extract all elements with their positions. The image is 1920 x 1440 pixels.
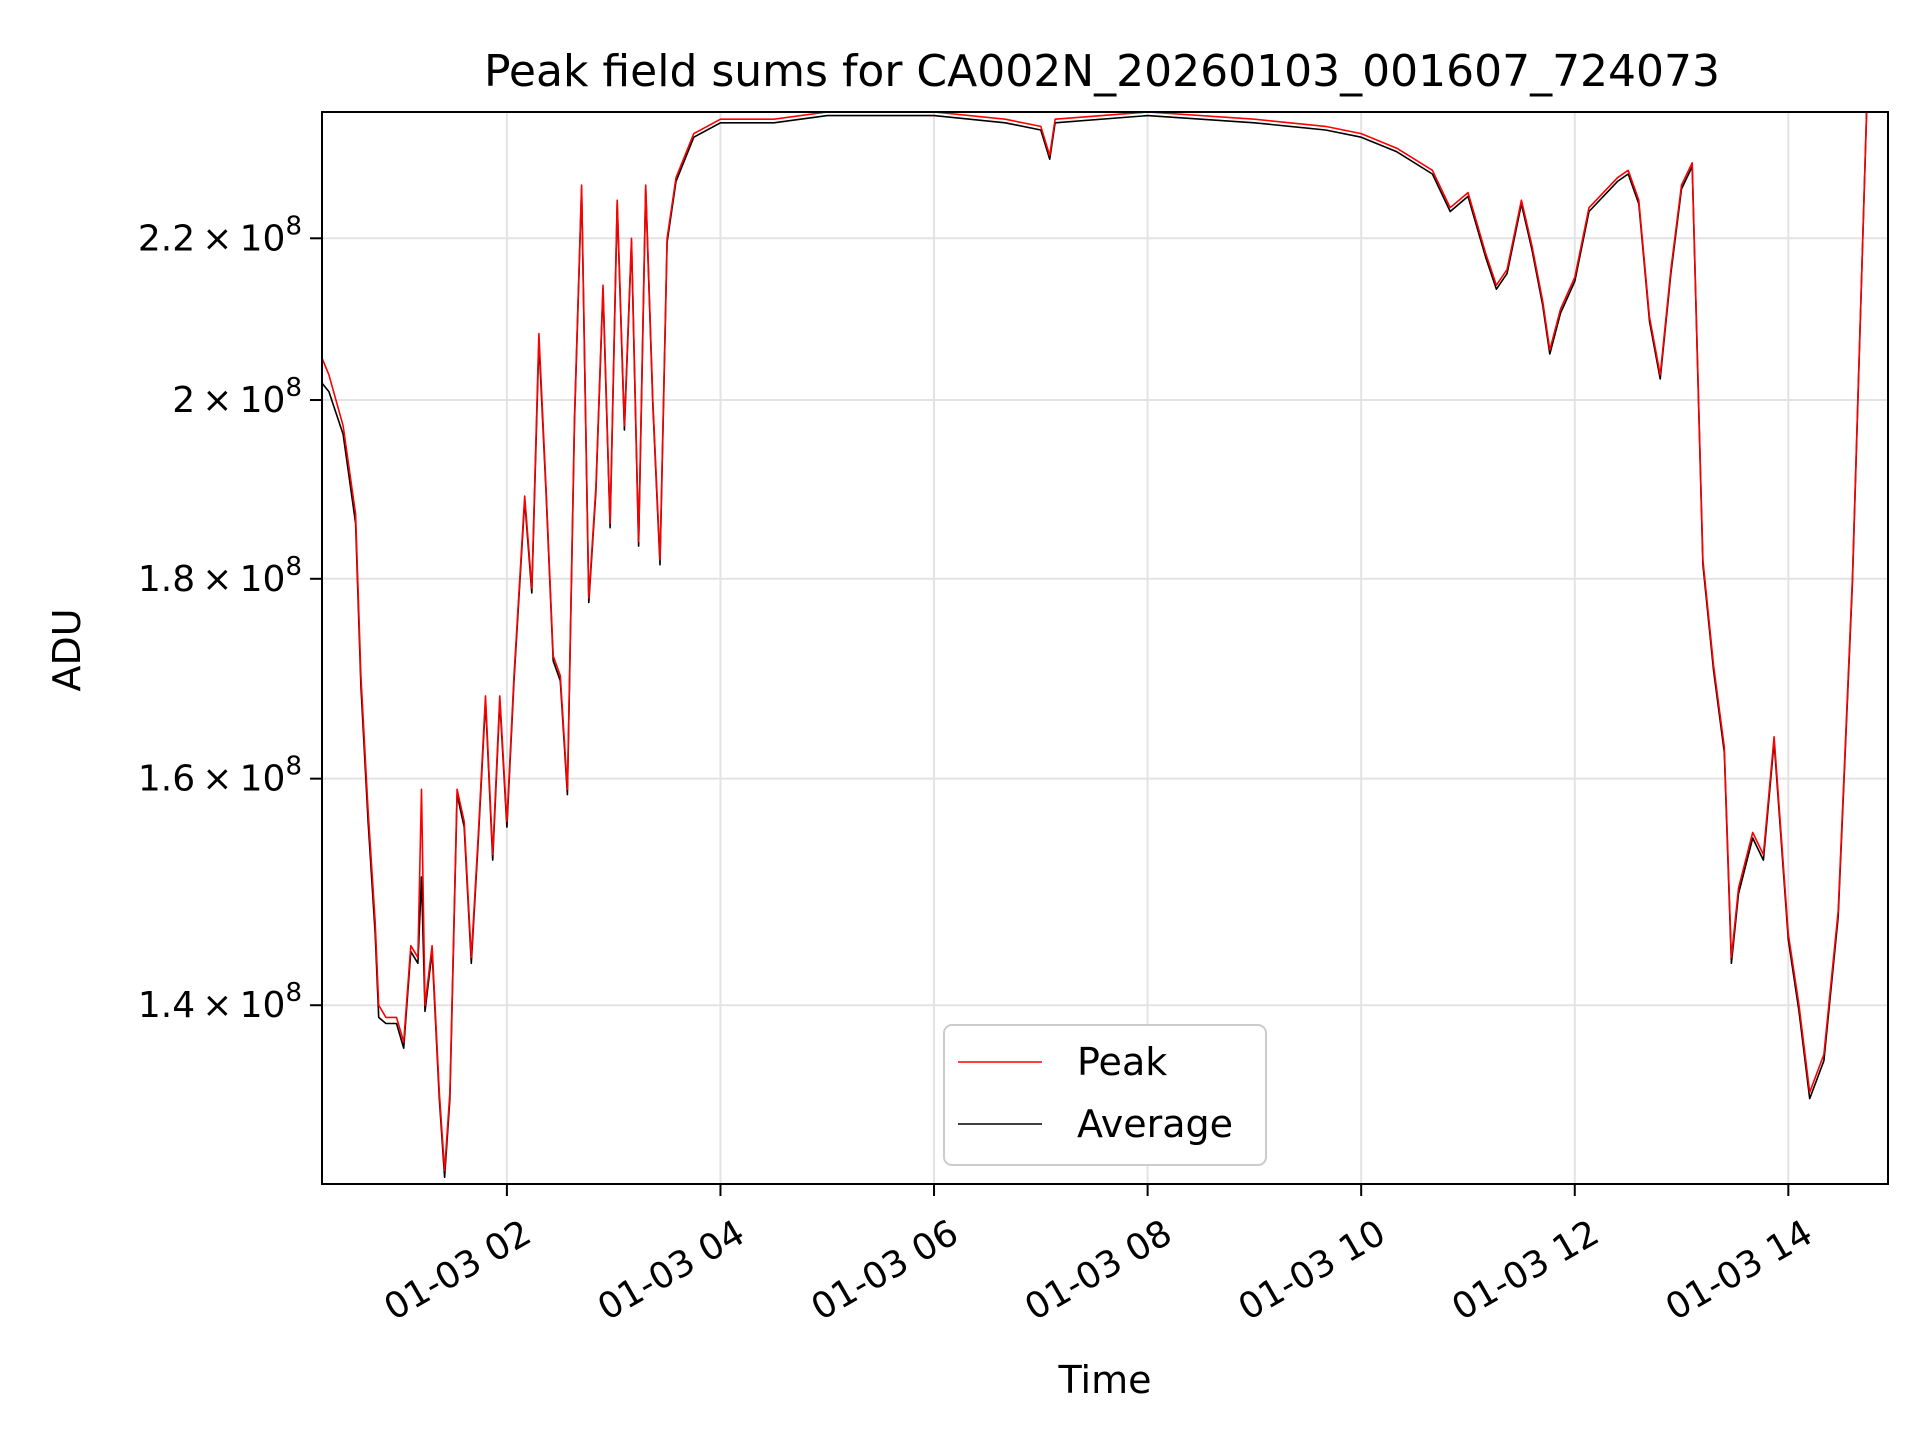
y-tick-label-4: 2.2 × 108	[138, 211, 302, 259]
plot-frame	[321, 111, 1889, 1185]
series-line-average	[322, 112, 1868, 1179]
y-tick-label-2: 1.8 × 108	[138, 552, 302, 600]
x-tick-label-4: 01-03 10	[1232, 1212, 1393, 1328]
x-tick-label-1: 01-03 04	[591, 1212, 752, 1328]
legend: Peak Average	[943, 1024, 1267, 1166]
x-tick-label-3: 01-03 08	[1018, 1212, 1179, 1328]
y-axis-label: ADU	[45, 608, 89, 691]
grid	[322, 112, 1888, 1184]
legend-label-peak: Peak	[1077, 1040, 1167, 1084]
series-line-peak	[322, 112, 1868, 1172]
y-axis: 1.4 × 108 1.6 × 108 1.8 × 108 2 × 108 2.2 × …	[138, 211, 322, 1026]
legend-box	[943, 1024, 1267, 1166]
y-tick-label-1: 1.6 × 108	[138, 752, 302, 800]
series-layer	[322, 112, 1868, 1179]
x-tick-label-5: 01-03 12	[1445, 1212, 1606, 1328]
chart-title: Peak field sums for CA002N_20260103_0016…	[484, 46, 1720, 97]
x-axis: 01-03 02 01-03 04 01-03 06 01-03 08 01-03 10…	[378, 1184, 1820, 1329]
x-tick-label-0: 01-03 02	[378, 1212, 539, 1328]
y-tick-label-3: 2 × 108	[172, 373, 302, 421]
x-tick-label-6: 01-03 14	[1659, 1212, 1820, 1328]
x-tick-label-2: 01-03 06	[805, 1212, 966, 1328]
legend-label-average: Average	[1077, 1102, 1233, 1146]
x-axis-label: Time	[1058, 1358, 1152, 1402]
y-tick-label-0: 1.4 × 108	[138, 978, 302, 1026]
